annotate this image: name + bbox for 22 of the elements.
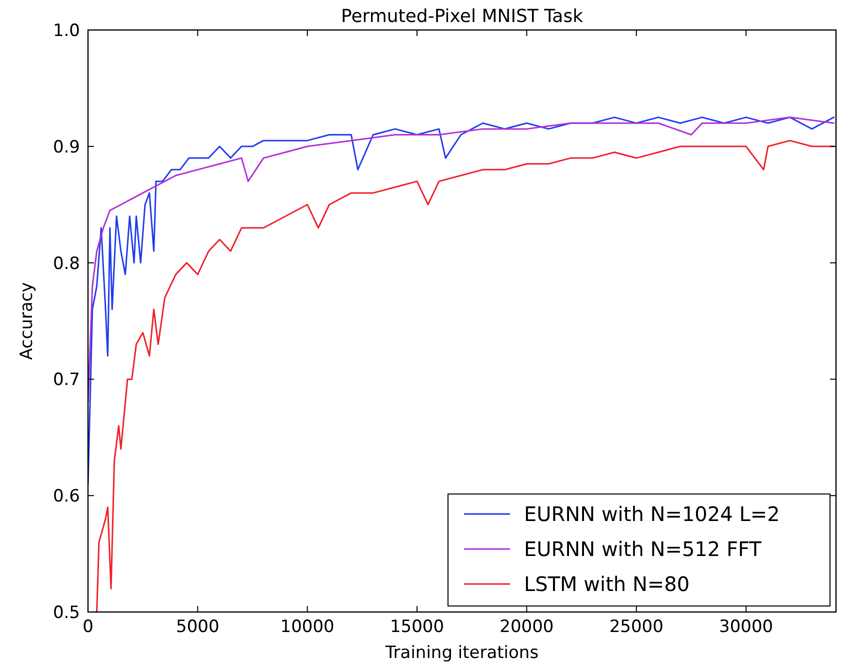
y-tick-label: 0.5: [52, 602, 80, 623]
legend-label: LSTM with N=80: [524, 572, 690, 596]
x-tick-label: 5000: [176, 617, 220, 637]
legend-label: EURNN with N=1024 L=2: [524, 502, 780, 526]
x-tick-label: 30000: [719, 617, 774, 637]
x-tick-label: 10000: [280, 617, 334, 637]
line-series: [88, 116, 835, 485]
x-tick-label: 0: [82, 617, 94, 637]
x-tick-label: 25000: [609, 617, 664, 637]
line-series: [96, 140, 835, 612]
y-tick-label: 1.0: [52, 20, 80, 41]
y-tick-label: 0.6: [52, 486, 80, 507]
y-tick-label: 0.8: [52, 254, 80, 274]
legend-label: EURNN with N=512 FFT: [524, 537, 762, 561]
line-series: [88, 116, 835, 404]
y-tick-label: 0.9: [52, 137, 80, 158]
y-tick-label: 0.7: [52, 370, 80, 390]
x-axis-title: Training iterations: [384, 643, 539, 663]
chart-title: Permuted-Pixel MNIST Task: [340, 6, 584, 27]
x-tick-label: 15000: [390, 617, 444, 637]
y-axis-title: Accuracy: [17, 282, 37, 360]
x-tick-label: 20000: [500, 617, 554, 637]
